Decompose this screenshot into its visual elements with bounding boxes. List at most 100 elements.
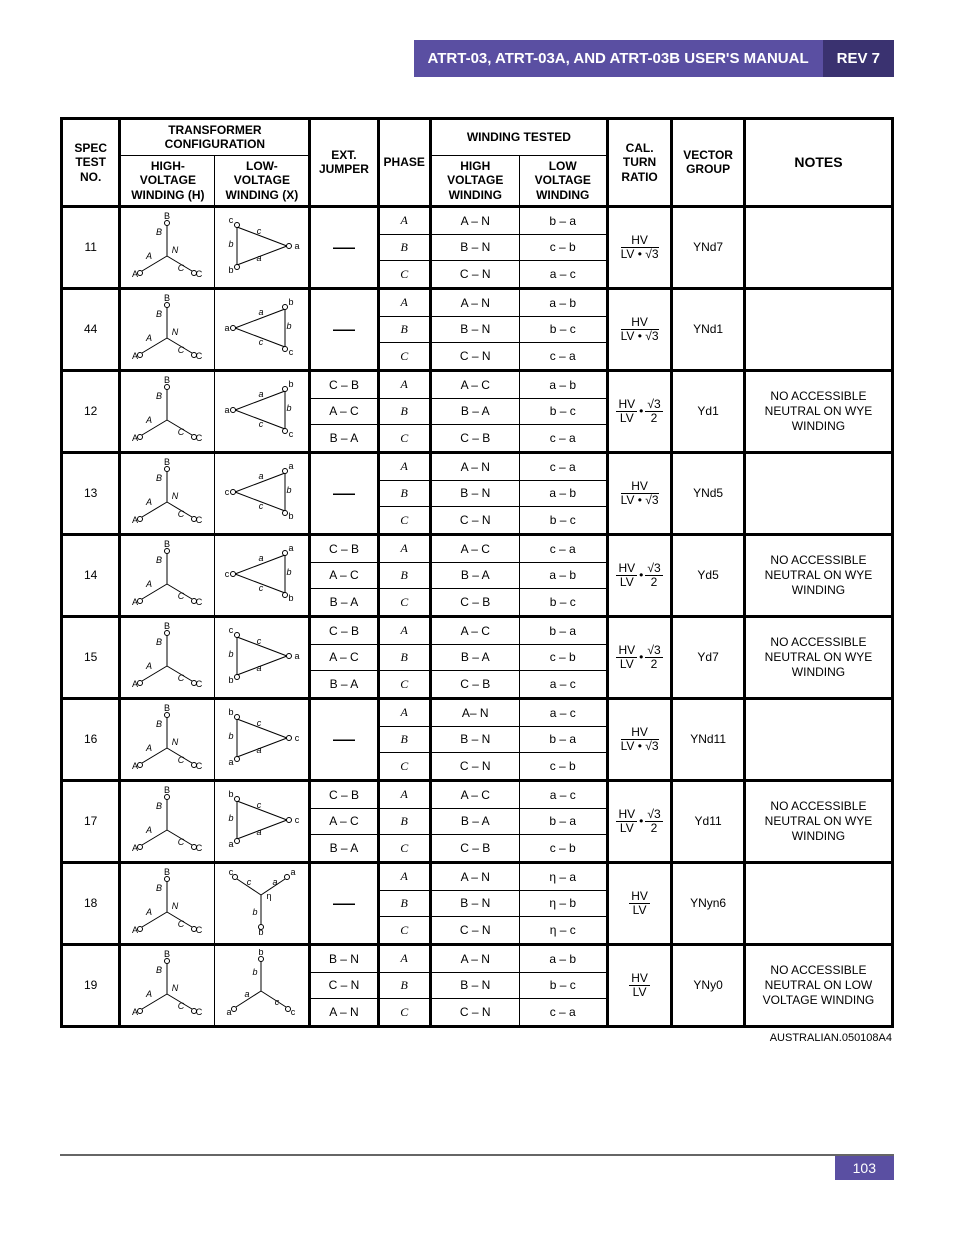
col-winding-tested: WINDING TESTED <box>430 119 607 156</box>
svg-text:c: c <box>229 625 234 635</box>
hv-tested: C – B <box>430 589 519 617</box>
svg-text:A: A <box>145 743 152 753</box>
lv-tested: b – c <box>519 972 607 999</box>
lv-winding-diagram: cabcab <box>215 616 310 698</box>
svg-text:a: a <box>289 543 294 553</box>
phase: B <box>378 808 430 835</box>
svg-text:a: a <box>291 867 296 877</box>
phase: C <box>378 835 430 863</box>
hv-tested: B – N <box>430 316 519 343</box>
svg-text:C: C <box>196 679 203 689</box>
svg-text:N: N <box>172 983 179 993</box>
svg-text:C: C <box>196 843 203 853</box>
svg-text:B: B <box>156 719 162 729</box>
hv-tested: B – N <box>430 726 519 753</box>
svg-text:C: C <box>178 673 185 683</box>
col-hv-winding: HIGH-VOLTAGE WINDING (H) <box>120 155 215 206</box>
svg-text:A: A <box>145 579 152 589</box>
svg-text:C: C <box>196 269 203 279</box>
lv-winding-diagram: abcabc <box>215 288 310 370</box>
spec-test-no: 16 <box>62 698 120 780</box>
hv-tested: B – A <box>430 562 519 589</box>
lv-winding-diagram: cababc <box>215 534 310 616</box>
svg-text:C: C <box>196 597 203 607</box>
svg-text:a: a <box>295 241 300 251</box>
lv-tested: η – a <box>519 862 607 890</box>
vector-group: YNd5 <box>672 452 745 534</box>
svg-text:A: A <box>132 843 138 853</box>
svg-text:a: a <box>259 471 264 481</box>
hv-tested: B – N <box>430 480 519 507</box>
lv-tested: b – a <box>519 206 607 234</box>
vector-group: Yd1 <box>672 370 745 452</box>
svg-text:A: A <box>132 269 138 279</box>
lv-tested: b – c <box>519 589 607 617</box>
vector-group: YNd11 <box>672 698 745 780</box>
svg-text:B: B <box>164 293 170 303</box>
ext-jumper: B – A <box>310 589 378 617</box>
hv-winding-diagram: BACBAC <box>120 370 215 452</box>
svg-text:c: c <box>257 800 262 810</box>
lv-winding-diagram: cabcab <box>215 206 310 288</box>
svg-text:b: b <box>229 239 234 249</box>
svg-text:N: N <box>172 245 179 255</box>
notes: NO ACCESSIBLE NEUTRAL ON WYE WINDING <box>744 616 892 698</box>
svg-text:c: c <box>259 419 264 429</box>
phase: C <box>378 507 430 535</box>
svg-text:B: B <box>164 457 170 467</box>
svg-text:B: B <box>164 949 170 959</box>
lv-tested: a – c <box>519 671 607 699</box>
ext-jumper: A – N <box>310 999 378 1027</box>
hv-tested: B – A <box>430 808 519 835</box>
lv-tested: c – a <box>519 452 607 480</box>
phase: B <box>378 480 430 507</box>
svg-text:B: B <box>156 227 162 237</box>
ext-jumper: C – B <box>310 780 378 808</box>
phase: B <box>378 726 430 753</box>
svg-text:b: b <box>229 707 234 717</box>
svg-text:a: a <box>225 323 230 333</box>
vector-group: YNd1 <box>672 288 745 370</box>
manual-title: ATRT-03, ATRT-03A, AND ATRT-03B USER'S M… <box>414 40 823 77</box>
phase: C <box>378 671 430 699</box>
lv-tested: b – c <box>519 316 607 343</box>
notes <box>744 288 892 370</box>
lv-tested: c – b <box>519 234 607 261</box>
spec-test-no: 44 <box>62 288 120 370</box>
hv-tested: C – N <box>430 261 519 289</box>
source-note: AUSTRALIAN.050108A4 <box>60 1032 892 1044</box>
svg-text:B: B <box>156 309 162 319</box>
svg-text:N: N <box>172 901 179 911</box>
spec-test-no: 12 <box>62 370 120 452</box>
phase: C <box>378 425 430 453</box>
svg-text:b: b <box>253 907 258 917</box>
ext-jumper: C – N <box>310 972 378 999</box>
svg-text:B: B <box>164 703 170 713</box>
svg-text:C: C <box>178 1001 185 1011</box>
cal-turn-ratio: HVLV • √3 <box>607 452 671 534</box>
svg-text:A: A <box>132 433 138 443</box>
phase: B <box>378 398 430 425</box>
vector-group: Yd11 <box>672 780 745 862</box>
svg-text:B: B <box>156 637 162 647</box>
svg-text:A: A <box>145 907 152 917</box>
svg-text:c: c <box>225 487 230 497</box>
lv-tested: a – b <box>519 562 607 589</box>
hv-tested: B – N <box>430 972 519 999</box>
phase: A <box>378 944 430 972</box>
svg-text:c: c <box>291 1007 296 1017</box>
hv-tested: C – N <box>430 999 519 1027</box>
svg-text:a: a <box>295 651 300 661</box>
hv-tested: A– N <box>430 698 519 726</box>
hv-winding-diagram: BACBAC <box>120 534 215 616</box>
phase: A <box>378 206 430 234</box>
col-vector-group: VECTOR GROUP <box>672 119 745 207</box>
hv-tested: C – B <box>430 835 519 863</box>
hv-tested: A – C <box>430 780 519 808</box>
svg-text:b: b <box>287 567 292 577</box>
hv-tested: B – A <box>430 644 519 671</box>
vector-group: YNd7 <box>672 206 745 288</box>
svg-text:a: a <box>225 405 230 415</box>
notes <box>744 452 892 534</box>
svg-text:c: c <box>247 877 252 887</box>
